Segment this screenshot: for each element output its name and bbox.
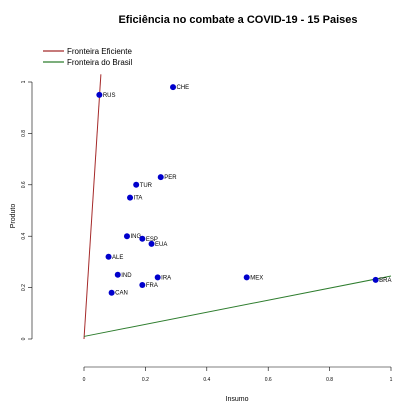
y-tick-label: 1	[21, 80, 27, 83]
point-label-esp: ESP	[146, 237, 158, 243]
x-axis: 0 0.2 0.4 0.6 0.8 1	[83, 366, 393, 383]
x-tick-label: 1	[390, 377, 393, 383]
point-label-che: CHE	[177, 85, 190, 91]
data-point-ing	[123, 233, 130, 240]
data-point-che	[170, 84, 177, 91]
y-tick-label: 0.8	[21, 130, 27, 137]
point-label-rus: RUS	[103, 93, 116, 99]
series-line-1	[83, 275, 392, 337]
data-point-fra	[139, 282, 146, 289]
data-point-esp	[139, 235, 146, 242]
point-label-ira: IRA	[161, 275, 171, 281]
x-axis-label: Insumo	[226, 396, 249, 403]
data-point-ind	[114, 271, 121, 278]
point-label-tur: TUR	[140, 183, 153, 189]
frontier-lines	[83, 74, 392, 340]
data-point-eua	[148, 240, 155, 247]
data-point-per	[157, 174, 164, 181]
data-point-ira	[154, 274, 161, 281]
legend: Fronteira Eficiente Fronteira do Brasil	[43, 47, 133, 67]
point-label-ing: ING	[130, 234, 141, 240]
point-label-can: CAN	[115, 291, 128, 297]
x-tick-label: 0.8	[326, 377, 333, 383]
y-tick-label: 0	[21, 337, 27, 340]
data-point-can	[108, 289, 115, 296]
data-point-rus	[96, 91, 103, 98]
point-label-eua: EUA	[155, 242, 167, 248]
legend-label-fronteira-do-brasil: Fronteira do Brasil	[67, 58, 133, 67]
x-tick-label: 0.2	[142, 377, 149, 383]
point-label-ind: IND	[121, 273, 132, 279]
chart-title: Eficiência no combate a COVID-19 - 15 Pa…	[118, 14, 357, 26]
y-tick-label: 0.4	[21, 233, 27, 240]
point-label-per: PER	[164, 175, 177, 181]
y-axis: 0 0.2 0.4 0.6 0.8 1	[21, 80, 33, 340]
data-point-ita	[127, 194, 134, 201]
series-line-0	[83, 74, 102, 340]
point-label-mex: MEX	[250, 275, 263, 281]
point-label-bra: BRA	[379, 278, 391, 284]
data-point-tur	[133, 181, 140, 188]
y-tick-label: 0.2	[21, 284, 27, 291]
x-tick-label: 0.6	[265, 377, 272, 383]
x-tick-label: 0	[83, 377, 86, 383]
y-tick-label: 0.6	[21, 181, 27, 188]
point-label-ale: ALE	[112, 255, 123, 261]
point-label-ita: ITA	[134, 196, 143, 202]
legend-label-fronteira-eficiente: Fronteira Eficiente	[67, 47, 132, 56]
y-axis-label: Produto	[10, 204, 17, 229]
x-tick-label: 0.4	[203, 377, 210, 383]
data-point-bra	[372, 276, 379, 283]
data-point-ale	[105, 253, 112, 260]
data-point-mex	[243, 274, 250, 281]
point-label-fra: FRA	[146, 283, 158, 289]
